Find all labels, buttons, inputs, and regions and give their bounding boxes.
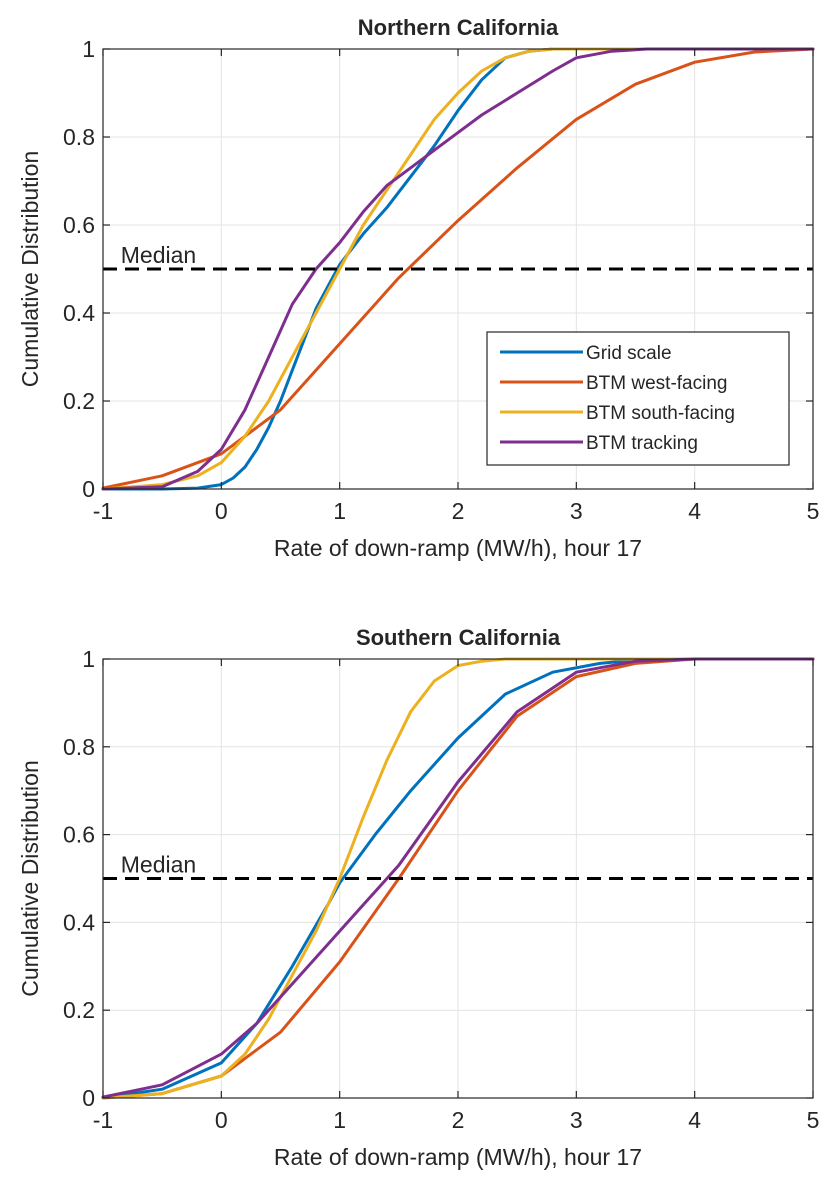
series-line-4 — [101, 47, 815, 491]
legend-label-1: Grid scale — [586, 343, 672, 364]
y-tick-label: 0 — [82, 1085, 95, 1111]
y-tick-label: 0.2 — [63, 997, 95, 1023]
x-axis-label: Rate of down-ramp (MW/h), hour 17 — [274, 535, 642, 561]
y-tick-label: 0.6 — [63, 212, 95, 238]
y-tick-label: 0.4 — [63, 909, 95, 935]
y-tick-label: 0.8 — [63, 734, 95, 760]
x-tick-label: 0 — [215, 498, 228, 524]
legend-label-2: BTM west-facing — [586, 373, 727, 394]
y-tick-label: 1 — [82, 36, 95, 62]
y-axis-label: Cumulative Distribution — [17, 760, 43, 996]
chart-title: Northern California — [358, 15, 559, 40]
series-line-3 — [101, 657, 815, 1100]
x-tick-label: 0 — [215, 1107, 228, 1133]
x-tick-label: -1 — [93, 498, 113, 524]
median-label: Median — [121, 242, 196, 268]
median-label: Median — [121, 852, 196, 878]
x-tick-label: 2 — [452, 498, 465, 524]
y-tick-label: 0.8 — [63, 124, 95, 150]
legend-label-4: BTM tracking — [586, 433, 698, 454]
y-axis-label: Cumulative Distribution — [17, 151, 43, 387]
legend-label-3: BTM south-facing — [586, 403, 735, 424]
chart-title: Southern California — [356, 625, 561, 650]
x-tick-label: 1 — [333, 498, 346, 524]
x-tick-label: 4 — [688, 1107, 701, 1133]
x-tick-label: 3 — [570, 498, 583, 524]
x-tick-label: 3 — [570, 1107, 583, 1133]
x-tick-label: 1 — [333, 1107, 346, 1133]
series-line-3 — [101, 47, 815, 491]
x-tick-label: 2 — [452, 1107, 465, 1133]
series-line-1 — [101, 657, 815, 1100]
x-tick-label: 5 — [807, 1107, 820, 1133]
x-tick-label: 5 — [807, 498, 820, 524]
x-tick-label: -1 — [93, 1107, 113, 1133]
x-tick-label: 4 — [688, 498, 701, 524]
legend: Grid scale BTM west-facing BTM south-facin… — [486, 331, 790, 466]
y-tick-label: 0 — [82, 476, 95, 502]
y-tick-label: 0.2 — [63, 388, 95, 414]
x-axis-label: Rate of down-ramp (MW/h), hour 17 — [274, 1144, 642, 1170]
series-line-2 — [101, 47, 815, 490]
y-tick-label: 0.4 — [63, 300, 95, 326]
y-tick-label: 1 — [82, 646, 95, 672]
y-tick-label: 0.6 — [63, 822, 95, 848]
series-line-4 — [101, 657, 815, 1099]
